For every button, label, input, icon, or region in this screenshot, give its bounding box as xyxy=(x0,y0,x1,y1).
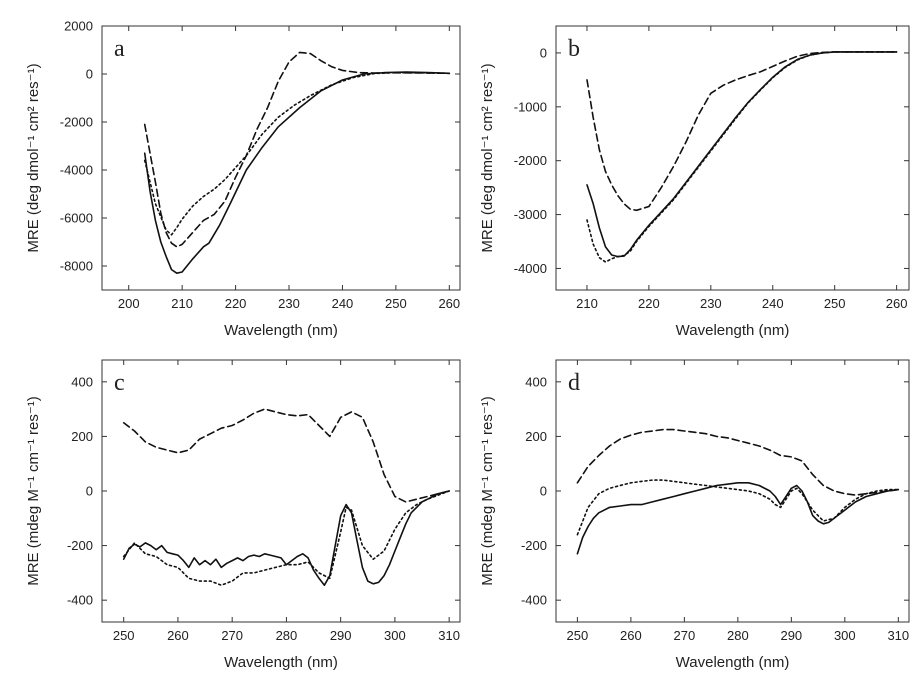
y-tick-label: 0 xyxy=(540,45,547,60)
x-tick-label: 260 xyxy=(438,296,460,311)
panel-letter: a xyxy=(114,36,125,62)
x-tick-label: 280 xyxy=(276,628,298,643)
y-tick-label: 0 xyxy=(86,484,93,499)
x-tick-label: 300 xyxy=(384,628,406,643)
x-tick-label: 260 xyxy=(167,628,189,643)
panel-letter: d xyxy=(568,370,580,396)
y-tick-label: 200 xyxy=(71,429,93,444)
x-tick-label: 230 xyxy=(700,296,722,311)
y-tick-label: -400 xyxy=(67,593,93,608)
x-tick-label: 240 xyxy=(762,296,784,311)
y-tick-label: -8000 xyxy=(60,259,93,274)
series-line-solid xyxy=(122,490,450,586)
series-line-dotted xyxy=(576,479,900,536)
x-axis-title: Wavelength (nm) xyxy=(676,322,790,339)
y-tick-label: -4000 xyxy=(60,163,93,178)
y-tick-label: -4000 xyxy=(514,261,547,276)
series-line-solid xyxy=(576,482,900,555)
panel-letter: c xyxy=(114,370,125,396)
x-tick-label: 210 xyxy=(171,296,193,311)
x-tick-label: 260 xyxy=(886,296,908,311)
x-tick-label: 230 xyxy=(278,296,300,311)
y-tick-label: -400 xyxy=(521,593,547,608)
series-line-dotted xyxy=(586,51,898,263)
y-tick-label: 400 xyxy=(71,374,93,389)
x-tick-label: 260 xyxy=(620,628,642,643)
panel-letter: b xyxy=(568,36,580,62)
x-tick-label: 300 xyxy=(834,628,856,643)
x-tick-label: 250 xyxy=(824,296,846,311)
y-tick-label: -6000 xyxy=(60,211,93,226)
panel-c: 250 260 270 280 290 300 310 -400 -200 0 200 400 Wave… xyxy=(25,359,461,671)
y-tick-label: -2000 xyxy=(514,153,547,168)
x-axis-title: Wavelength (nm) xyxy=(224,654,338,671)
series-line-dotted xyxy=(143,71,451,236)
y-tick-label: 0 xyxy=(540,484,547,499)
series-line-dashed xyxy=(143,51,451,248)
x-axis-title: Wavelength (nm) xyxy=(676,654,790,671)
plot-frame xyxy=(555,359,910,623)
panel-b: 210 220 230 240 250 260 -4000 -3000 -2000 -1000 0 W… xyxy=(479,25,910,339)
x-tick-label: 310 xyxy=(438,628,460,643)
y-tick-label: 0 xyxy=(86,67,93,82)
y-tick-label: -2000 xyxy=(60,115,93,130)
series-line-dashed xyxy=(122,408,450,503)
y-tick-label: 2000 xyxy=(64,19,93,34)
x-tick-label: 250 xyxy=(113,628,135,643)
y-axis-title: MRE (mdeg M⁻¹ cm⁻¹ res⁻¹) xyxy=(25,396,42,586)
y-axis-title: MRE (deg dmol⁻¹ cm² res⁻¹) xyxy=(25,63,42,252)
y-tick-label: -200 xyxy=(67,538,93,553)
plot-frame xyxy=(101,25,461,291)
x-tick-label: 290 xyxy=(780,628,802,643)
x-tick-label: 220 xyxy=(225,296,247,311)
series-line-dashed xyxy=(576,428,900,496)
y-tick-label: -1000 xyxy=(514,99,547,114)
plot-frame xyxy=(555,25,910,291)
x-tick-label: 310 xyxy=(887,628,909,643)
y-tick-label: 200 xyxy=(525,429,547,444)
x-tick-label: 220 xyxy=(638,296,660,311)
x-axis-title: Wavelength (nm) xyxy=(224,322,338,339)
y-tick-label: -3000 xyxy=(514,207,547,222)
series-line-solid xyxy=(143,71,451,274)
series-line-dotted xyxy=(122,490,450,586)
y-tick-label: 400 xyxy=(525,374,547,389)
x-tick-label: 270 xyxy=(674,628,696,643)
plot-frame xyxy=(101,359,461,623)
panel-d: 250 260 270 280 290 300 310 -400 -200 0 200 400 Wave… xyxy=(479,359,910,671)
series-line-dashed xyxy=(586,51,898,212)
y-axis-title: MRE (mdeg M⁻¹ cm⁻¹ res⁻¹) xyxy=(479,396,496,586)
y-axis-title: MRE (deg dmol⁻¹ cm² res⁻¹) xyxy=(479,63,496,252)
x-tick-label: 240 xyxy=(332,296,354,311)
x-tick-label: 250 xyxy=(567,628,589,643)
x-tick-label: 200 xyxy=(118,296,140,311)
x-tick-label: 270 xyxy=(221,628,243,643)
series-line-solid xyxy=(586,51,898,258)
x-tick-label: 290 xyxy=(330,628,352,643)
y-tick-label: -200 xyxy=(521,538,547,553)
x-tick-label: 250 xyxy=(385,296,407,311)
x-tick-label: 210 xyxy=(576,296,598,311)
panel-a: 200 210 220 230 240 250 260 -8000 -6000 -4000 -200… xyxy=(25,19,461,339)
x-tick-label: 280 xyxy=(727,628,749,643)
